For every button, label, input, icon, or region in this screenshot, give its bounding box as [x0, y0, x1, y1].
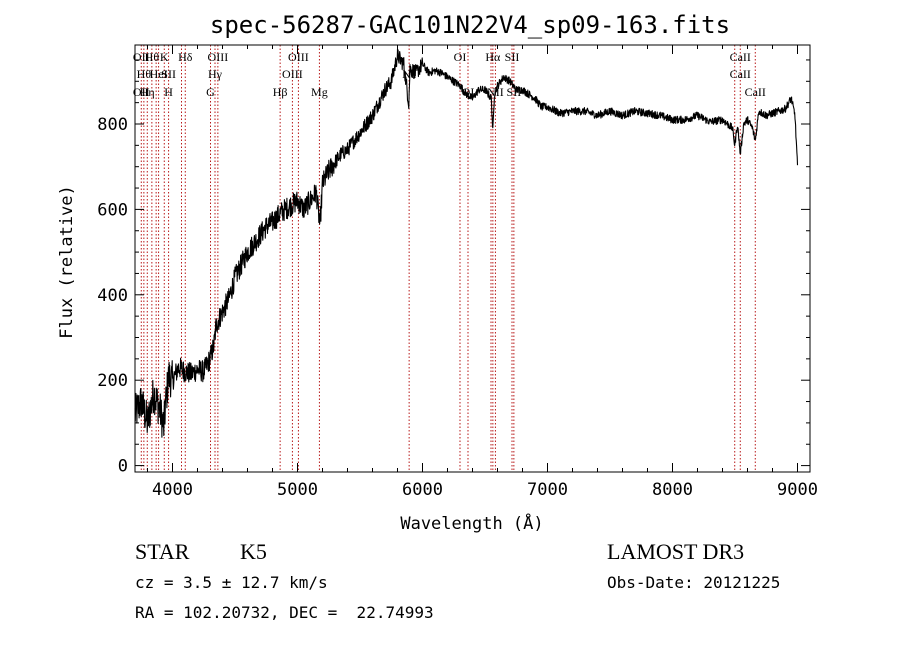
x-tick-label: 7000 [527, 480, 568, 500]
line-label: Hθ [137, 67, 152, 81]
x-tick-label: 9000 [777, 480, 818, 500]
coordinates: RA = 102.20732, DEC = 22.74993 [135, 603, 434, 622]
y-tick-label: 600 [97, 200, 128, 220]
line-label: G [206, 85, 215, 99]
line-label: Hβ [273, 85, 288, 99]
spectrum-line [134, 48, 799, 438]
line-label: Hα [485, 50, 501, 64]
line-label: Mg [311, 85, 328, 99]
x-tick-label: 5000 [277, 480, 318, 500]
plot-frame [134, 44, 811, 473]
line-label: OII [133, 50, 150, 64]
line-label: CaII [745, 85, 766, 99]
line-label: Na [402, 67, 417, 81]
line-label: CaII [730, 50, 751, 64]
x-axis: 4000 5000 6000 7000 8000 9000 [147, 45, 818, 500]
survey-name: LAMOST DR3 [607, 539, 745, 564]
y-tick-label: 800 [97, 115, 128, 135]
y-tick-label: 400 [97, 286, 128, 306]
line-label: Hδ [178, 50, 193, 64]
line-label: Hθ [145, 50, 160, 64]
object-class: STAR [135, 539, 190, 564]
line-label: OIII [208, 50, 229, 64]
line-label: NII [487, 85, 504, 99]
line-label: OIII [282, 67, 303, 81]
spectral-subclass: K5 [240, 539, 267, 564]
line-label: HeI [150, 67, 168, 81]
plot-area [134, 44, 811, 473]
y-tick-label: 0 [118, 457, 128, 477]
x-axis-label: Wavelength (Å) [400, 512, 543, 534]
line-labels: OIIOIIHθHηHθHeIKSIIHHδGHγOIIIHβOIIIOIIIM… [133, 50, 766, 99]
line-label: Hγ [208, 67, 223, 81]
observation-date: Obs-Date: 20121225 [607, 573, 781, 592]
line-label: SII [161, 67, 176, 81]
line-label: OI [462, 85, 475, 99]
line-label: SII [505, 50, 520, 64]
x-tick-label: 8000 [652, 480, 693, 500]
chart-title: spec-56287-GAC101N22V4_sp09-163.fits [210, 11, 730, 39]
y-tick-label: 200 [97, 371, 128, 391]
y-axis-label: Flux (relative) [57, 185, 77, 339]
line-label: SII [507, 85, 522, 99]
line-label: K [160, 50, 169, 64]
line-label: H [164, 85, 173, 99]
line-label: OII [133, 85, 150, 99]
redshift-velocity: cz = 3.5 ± 12.7 km/s [135, 573, 328, 592]
x-tick-label: 6000 [402, 480, 443, 500]
line-label: CaII [730, 67, 751, 81]
line-label: OI [454, 50, 467, 64]
line-label: Hη [140, 85, 155, 99]
line-markers [140, 45, 756, 472]
x-tick-label: 4000 [152, 480, 193, 500]
y-axis: 0 200 400 600 800 [97, 59, 810, 477]
line-label: OIII [288, 50, 309, 64]
